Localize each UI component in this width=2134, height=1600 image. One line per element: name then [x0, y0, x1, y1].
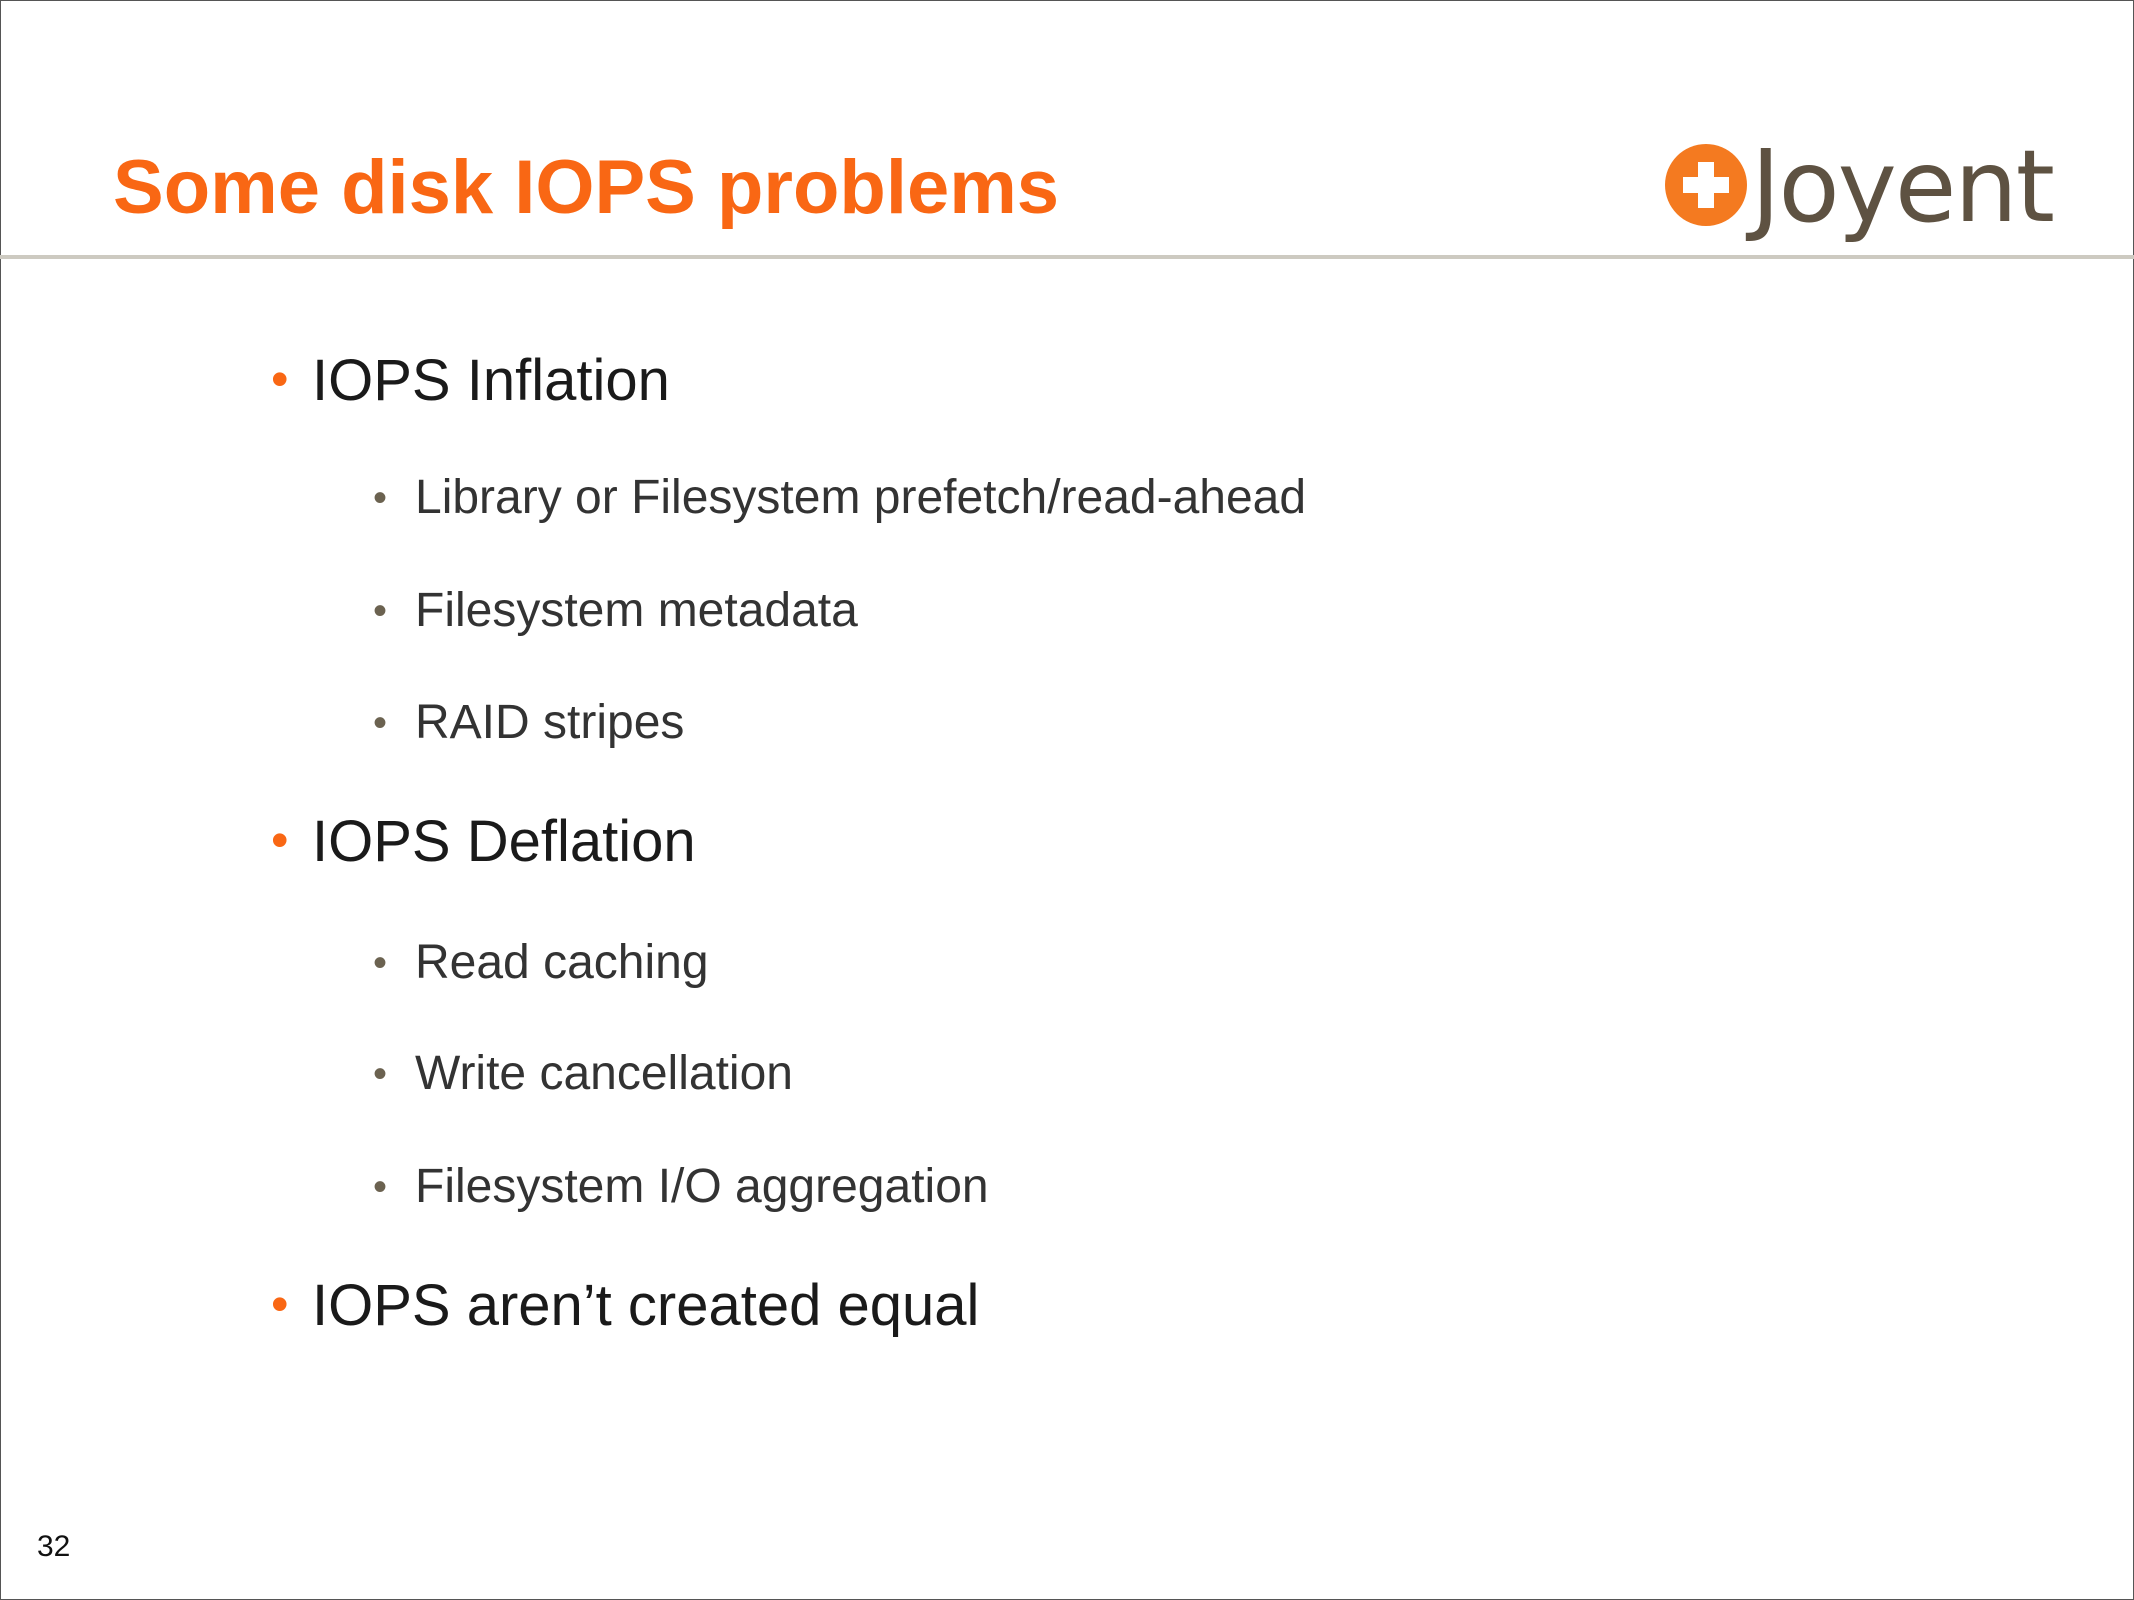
sub-bullet-item: • Read caching — [373, 936, 709, 989]
bullet-item: • IOPS aren’t created equal — [271, 1273, 980, 1338]
bullet-icon: • — [373, 701, 388, 745]
bullet-item: • IOPS Inflation — [271, 348, 670, 413]
bullet-icon: • — [271, 1276, 289, 1332]
sub-bullet-item: • Library or Filesystem prefetch/read-ahe… — [373, 471, 1307, 524]
slide-title: Some disk IOPS problems — [113, 145, 1060, 230]
bullet-icon: • — [373, 589, 388, 633]
sub-bullet-item: • Filesystem metadata — [373, 584, 858, 637]
bullet-icon: • — [271, 812, 289, 868]
plus-circle-icon — [1665, 144, 1747, 226]
sub-bullet-item: • Write cancellation — [373, 1047, 793, 1100]
sub-bullet-item: • RAID stripes — [373, 696, 685, 749]
bullet-icon: • — [373, 476, 388, 520]
bullet-icon: • — [373, 1052, 388, 1096]
page-number: 32 — [37, 1530, 71, 1563]
bullet-item: • IOPS Deflation — [271, 809, 696, 874]
title-divider — [0, 255, 2134, 259]
sub-bullet-item: • Filesystem I/O aggregation — [373, 1160, 989, 1213]
bullet-icon: • — [271, 351, 289, 407]
bullet-icon: • — [373, 1165, 388, 1209]
bullet-icon: • — [373, 941, 388, 985]
logo-text: Joyent — [1751, 128, 2055, 245]
